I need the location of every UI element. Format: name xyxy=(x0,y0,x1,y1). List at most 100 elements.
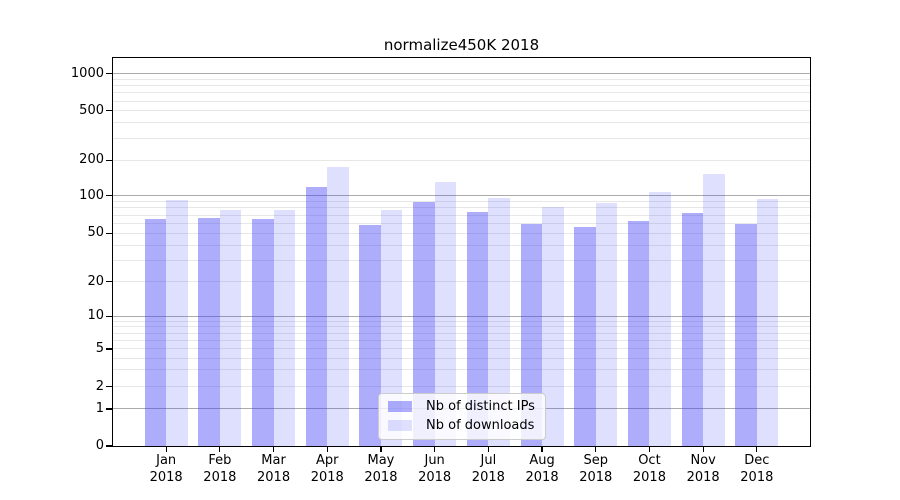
y-tick-label-1000: 1000 xyxy=(70,65,104,81)
bar-nb-of-downloads-dec xyxy=(756,199,779,446)
x-tick-mark-feb xyxy=(219,447,221,452)
bar-nb-of-downloads-jul xyxy=(488,198,510,446)
gridline-700 xyxy=(113,92,810,94)
y-tick-mark-1000 xyxy=(106,73,112,75)
x-tick-label-mar: Mar 2018 xyxy=(246,452,302,486)
x-tick-mark-jun xyxy=(434,447,436,452)
x-tick-mark-aug xyxy=(541,447,543,452)
gridline-8 xyxy=(113,326,810,328)
y-tick-label-1: 1 xyxy=(95,400,104,416)
bar-nb-of-distinct-ips-oct xyxy=(627,220,650,446)
chart-title: normalize450K 2018 xyxy=(383,36,540,54)
x-tick-mark-dec xyxy=(756,447,758,452)
gridline-4 xyxy=(113,357,810,359)
bar-nb-of-distinct-ips-apr xyxy=(305,186,328,446)
legend-swatch-icon xyxy=(388,420,412,431)
bar-nb-of-distinct-ips-dec xyxy=(735,224,757,446)
gridline-70 xyxy=(113,214,810,216)
y-tick-label-20: 20 xyxy=(87,273,104,289)
x-tick-label-dec: Dec 2018 xyxy=(729,452,785,486)
gridline-100 xyxy=(113,195,810,197)
x-tick-year: 2018 xyxy=(740,470,774,485)
legend: Nb of distinct IPs Nb of downloads xyxy=(378,393,546,440)
y-tick-label-5: 5 xyxy=(95,340,104,356)
gridline-500 xyxy=(113,110,810,112)
y-tick-mark-100 xyxy=(106,195,112,197)
gridline-9 xyxy=(113,320,810,322)
x-tick-label-oct: Oct 2018 xyxy=(621,452,677,486)
gridline-30 xyxy=(113,259,810,261)
x-tick-year: 2018 xyxy=(418,470,452,485)
gridline-10 xyxy=(113,315,810,317)
gridline-2 xyxy=(113,386,810,388)
y-tick-label-200: 200 xyxy=(79,152,104,168)
x-tick-label-nov: Nov 2018 xyxy=(675,452,731,486)
x-tick-year: 2018 xyxy=(203,470,237,485)
y-tick-mark-50 xyxy=(106,232,112,235)
x-tick-mark-oct xyxy=(648,447,651,452)
x-tick-label-aug: Aug 2018 xyxy=(514,452,570,486)
legend-entry: Nb of distinct IPs xyxy=(388,399,535,414)
gridline-200 xyxy=(113,159,810,161)
x-tick-year: 2018 xyxy=(149,470,183,485)
gridline-20 xyxy=(113,281,810,283)
y-tick-mark-200 xyxy=(106,159,112,161)
plot-area xyxy=(112,57,811,447)
x-tick-month: Oct xyxy=(638,453,661,468)
gridline-50 xyxy=(113,232,810,234)
x-tick-month: May xyxy=(367,453,395,468)
gridline-1000 xyxy=(113,73,810,75)
gridline-400 xyxy=(113,122,810,124)
legend-entry: Nb of downloads xyxy=(388,418,535,433)
gridline-3 xyxy=(113,369,810,371)
x-tick-year: 2018 xyxy=(525,470,559,485)
bar-nb-of-downloads-feb xyxy=(219,210,242,446)
bar-nb-of-downloads-apr xyxy=(327,166,349,446)
x-tick-year: 2018 xyxy=(364,470,398,485)
y-tick-label-50: 50 xyxy=(87,225,104,241)
bar-nb-of-downloads-nov xyxy=(703,173,725,446)
y-tick-label-10: 10 xyxy=(87,308,104,324)
bars-layer xyxy=(113,58,810,446)
x-tick-month: Jul xyxy=(480,453,497,468)
bar-nb-of-downloads-oct xyxy=(649,192,671,446)
bar-nb-of-distinct-ips-may xyxy=(359,225,381,446)
x-tick-month: Nov xyxy=(690,453,716,468)
x-tick-year: 2018 xyxy=(686,470,720,485)
bar-nb-of-distinct-ips-jan xyxy=(144,219,167,446)
x-tick-month: Aug xyxy=(529,453,555,468)
gridline-80 xyxy=(113,207,810,209)
bar-nb-of-distinct-ips-mar xyxy=(252,219,274,446)
x-tick-mark-jan xyxy=(165,447,167,452)
gridline-800 xyxy=(113,85,810,87)
x-tick-month: Mar xyxy=(261,453,286,468)
gridline-60 xyxy=(113,223,810,225)
x-tick-month: Jun xyxy=(424,453,445,468)
legend-label: Nb of downloads xyxy=(426,418,535,433)
x-tick-year: 2018 xyxy=(471,470,505,485)
x-tick-month: Apr xyxy=(316,453,339,468)
legend-label: Nb of distinct IPs xyxy=(426,399,535,414)
y-tick-label-500: 500 xyxy=(79,102,104,118)
bar-nb-of-distinct-ips-nov xyxy=(681,212,704,446)
bar-nb-of-distinct-ips-sep xyxy=(574,227,596,446)
x-tick-mark-mar xyxy=(272,447,275,452)
gridline-40 xyxy=(113,244,810,246)
x-tick-mark-jul xyxy=(487,447,489,452)
y-tick-mark-1 xyxy=(106,408,112,410)
x-tick-year: 2018 xyxy=(310,470,344,485)
x-tick-mark-apr xyxy=(326,447,328,452)
x-tick-label-sep: Sep 2018 xyxy=(568,452,624,486)
y-tick-mark-10 xyxy=(106,315,112,317)
x-tick-mark-sep xyxy=(595,447,597,452)
y-tick-mark-0 xyxy=(106,445,112,447)
x-tick-label-apr: Apr 2018 xyxy=(299,452,355,486)
x-tick-label-feb: Feb 2018 xyxy=(192,452,248,486)
y-tick-label-100: 100 xyxy=(79,187,104,203)
x-tick-label-jun: Jun 2018 xyxy=(407,452,463,486)
y-tick-label-2: 2 xyxy=(95,378,104,394)
x-tick-month: Sep xyxy=(583,453,608,468)
bar-nb-of-downloads-may xyxy=(380,210,403,446)
gridline-7 xyxy=(113,332,810,334)
